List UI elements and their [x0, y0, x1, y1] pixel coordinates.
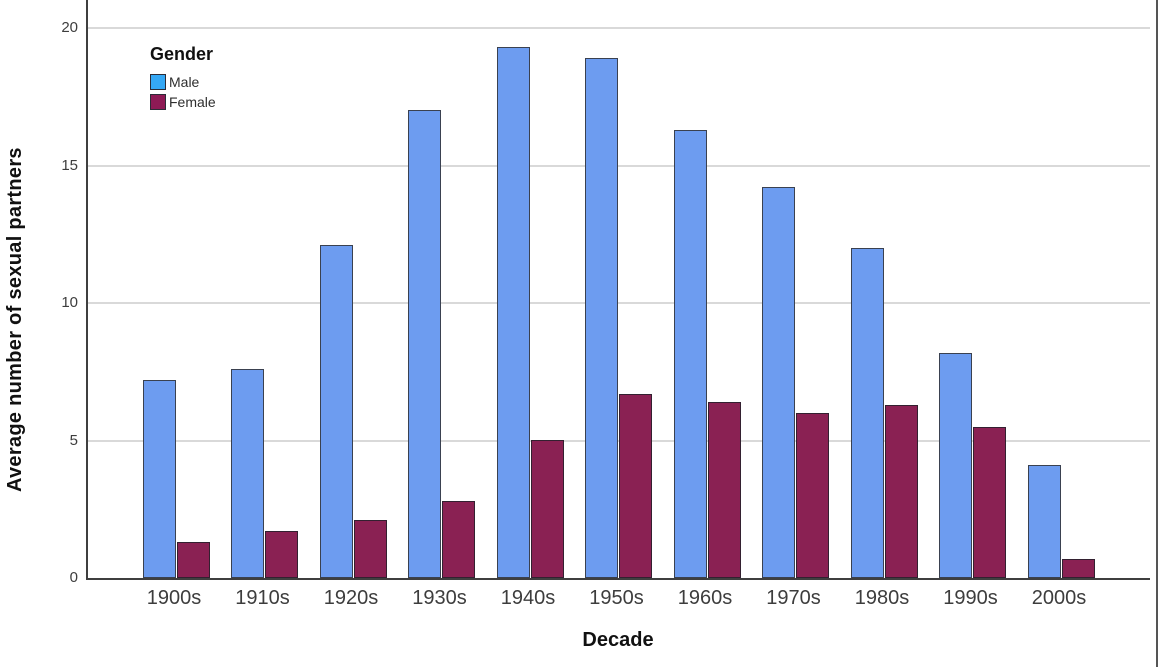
bar-female-1920s — [353, 520, 387, 578]
x-tick-2000s: 2000s — [1031, 587, 1087, 609]
legend-item-male: Male — [150, 74, 216, 90]
bar-male-2000s — [1027, 465, 1061, 578]
gridline-y20 — [88, 27, 1150, 29]
y-tick-10: 10 — [61, 294, 78, 311]
legend-label-female: Female — [169, 94, 216, 110]
legend-title: Gender — [150, 44, 214, 64]
bar-female-1950s — [619, 394, 652, 578]
gridline-y15 — [88, 164, 1150, 167]
x-tick-1930s: 1930s — [412, 587, 467, 609]
plot-area — [86, 0, 1150, 580]
bar-female-1900s — [176, 542, 210, 578]
bar-female-1970s — [796, 413, 829, 578]
x-tick-1950s: 1950s — [589, 587, 644, 609]
gridline-y10 — [88, 302, 1150, 304]
x-tick-1970s: 1970s — [766, 587, 821, 609]
bar-male-1990s — [939, 353, 972, 578]
x-tick-1910s: 1910s — [235, 587, 290, 609]
bar-female-1960s — [707, 402, 741, 578]
x-tick-1900s: 1900s — [146, 587, 202, 609]
bar-male-1980s — [850, 248, 884, 578]
bar-female-2000s — [1061, 559, 1095, 578]
x-tick-1960s: 1960s — [677, 587, 733, 609]
bar-male-1970s — [762, 187, 795, 578]
bar-male-1920s — [319, 245, 353, 578]
bar-female-1940s — [530, 440, 564, 578]
legend-label-male: Male — [169, 74, 200, 90]
bar-male-1960s — [673, 130, 707, 578]
bar-female-1930s — [442, 501, 475, 578]
y-tick-20: 20 — [61, 19, 78, 36]
legend-item-female: Female — [150, 94, 216, 110]
x-tick-1990s: 1990s — [943, 587, 998, 609]
x-tick-1920s: 1920s — [323, 587, 379, 609]
bar-female-1910s — [265, 531, 298, 578]
bar-female-1980s — [884, 405, 918, 578]
x-axis-title: Decade — [582, 629, 654, 651]
male-swatch-icon — [150, 74, 166, 90]
bar-male-1910s — [231, 369, 264, 578]
x-tick-1980s: 1980s — [854, 587, 910, 609]
bar-male-1950s — [585, 58, 618, 578]
y-tick-15: 15 — [61, 156, 78, 174]
bar-male-1900s — [142, 380, 176, 578]
chart-frame-right — [1156, 0, 1158, 667]
female-swatch-icon — [150, 94, 166, 110]
y-tick-0: 0 — [69, 569, 78, 586]
legend: Gender Male Female — [150, 44, 216, 114]
y-axis-title: Average number of sexual partners — [4, 147, 26, 493]
bar-female-1990s — [973, 427, 1006, 578]
bar-male-1930s — [408, 110, 441, 578]
bar-male-1940s — [496, 47, 530, 578]
x-tick-1940s: 1940s — [500, 587, 556, 609]
y-tick-5: 5 — [69, 431, 78, 449]
